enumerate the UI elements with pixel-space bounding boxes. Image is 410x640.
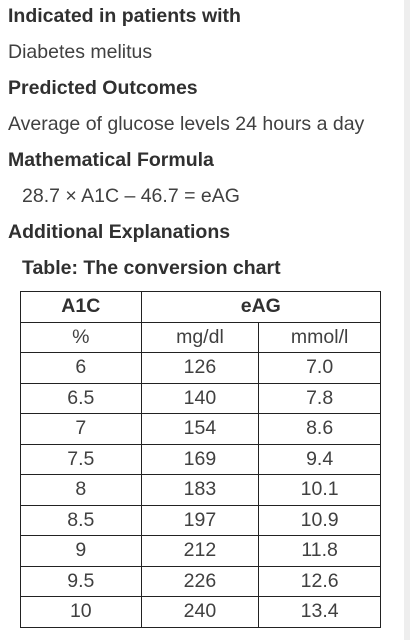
table-caption: Table: The conversion chart: [22, 257, 281, 279]
cell-mgdl: 197: [140, 504, 260, 536]
cell-mgdl: 140: [140, 382, 260, 414]
table-row: 6.5 140 7.8: [20, 382, 381, 414]
cell-a1c: 7.5: [20, 443, 142, 475]
value-indicated: Diabetes melitus: [8, 41, 153, 63]
unit-mgdl: mg/dl: [140, 321, 260, 353]
table-header-row: A1C eAG: [20, 291, 382, 323]
cell-mgdl: 126: [140, 352, 260, 384]
cell-mmol: 12.6: [258, 565, 381, 597]
scrollbar[interactable]: [404, 0, 410, 640]
value-formula: 28.7 × A1C – 46.7 = eAG: [22, 185, 240, 207]
heading-outcomes: Predicted Outcomes: [8, 77, 198, 99]
cell-a1c: 9.5: [20, 565, 142, 597]
cell-mmol: 7.8: [258, 382, 381, 414]
cell-a1c: 6.5: [20, 382, 142, 414]
cell-a1c: 9: [20, 535, 142, 567]
cell-mmol: 7.0: [258, 352, 381, 384]
table-row: 8.5 197 10.9: [20, 504, 381, 536]
heading-formula: Mathematical Formula: [8, 149, 214, 171]
unit-mmol: mmol/l: [258, 321, 381, 353]
table-row: 10 240 13.4: [20, 596, 381, 628]
heading-indicated: Indicated in patients with: [8, 5, 241, 27]
cell-a1c: 6: [20, 352, 142, 384]
cell-a1c: 10: [20, 596, 142, 628]
heading-explanations: Additional Explanations: [8, 221, 231, 243]
table-row: 9 212 11.8: [20, 535, 381, 567]
header-eag: eAG: [140, 291, 382, 323]
cell-mgdl: 169: [140, 443, 260, 475]
cell-mmol: 10.1: [258, 474, 381, 506]
table-row: 9.5 226 12.6: [20, 565, 381, 597]
cell-mgdl: 226: [140, 565, 260, 597]
cell-a1c: 8: [20, 474, 142, 506]
cell-mmol: 13.4: [258, 596, 381, 628]
conversion-table: A1C eAG % mg/dl mmol/l 6 126 7.0 6.5 140…: [20, 291, 382, 628]
content: Indicated in patients with Diabetes meli…: [0, 0, 410, 280]
value-outcomes: Average of glucose levels 24 hours a day: [8, 113, 365, 135]
table-row: 6 126 7.0: [20, 352, 381, 384]
unit-percent: %: [20, 321, 142, 353]
cell-a1c: 7: [20, 413, 142, 445]
table-row: 7.5 169 9.4: [20, 443, 381, 475]
cell-mmol: 10.9: [258, 504, 381, 536]
table-unit-row: % mg/dl mmol/l: [20, 321, 381, 353]
cell-a1c: 8.5: [20, 504, 142, 536]
cell-mgdl: 240: [140, 596, 260, 628]
header-a1c: A1C: [20, 291, 142, 323]
cell-mgdl: 183: [140, 474, 260, 506]
table-row: 8 183 10.1: [20, 474, 381, 506]
cell-mmol: 8.6: [258, 413, 381, 445]
cell-mgdl: 212: [140, 535, 260, 567]
table-row: 7 154 8.6: [20, 413, 381, 445]
cell-mmol: 11.8: [258, 535, 381, 567]
cell-mmol: 9.4: [258, 443, 381, 475]
cell-mgdl: 154: [140, 413, 260, 445]
